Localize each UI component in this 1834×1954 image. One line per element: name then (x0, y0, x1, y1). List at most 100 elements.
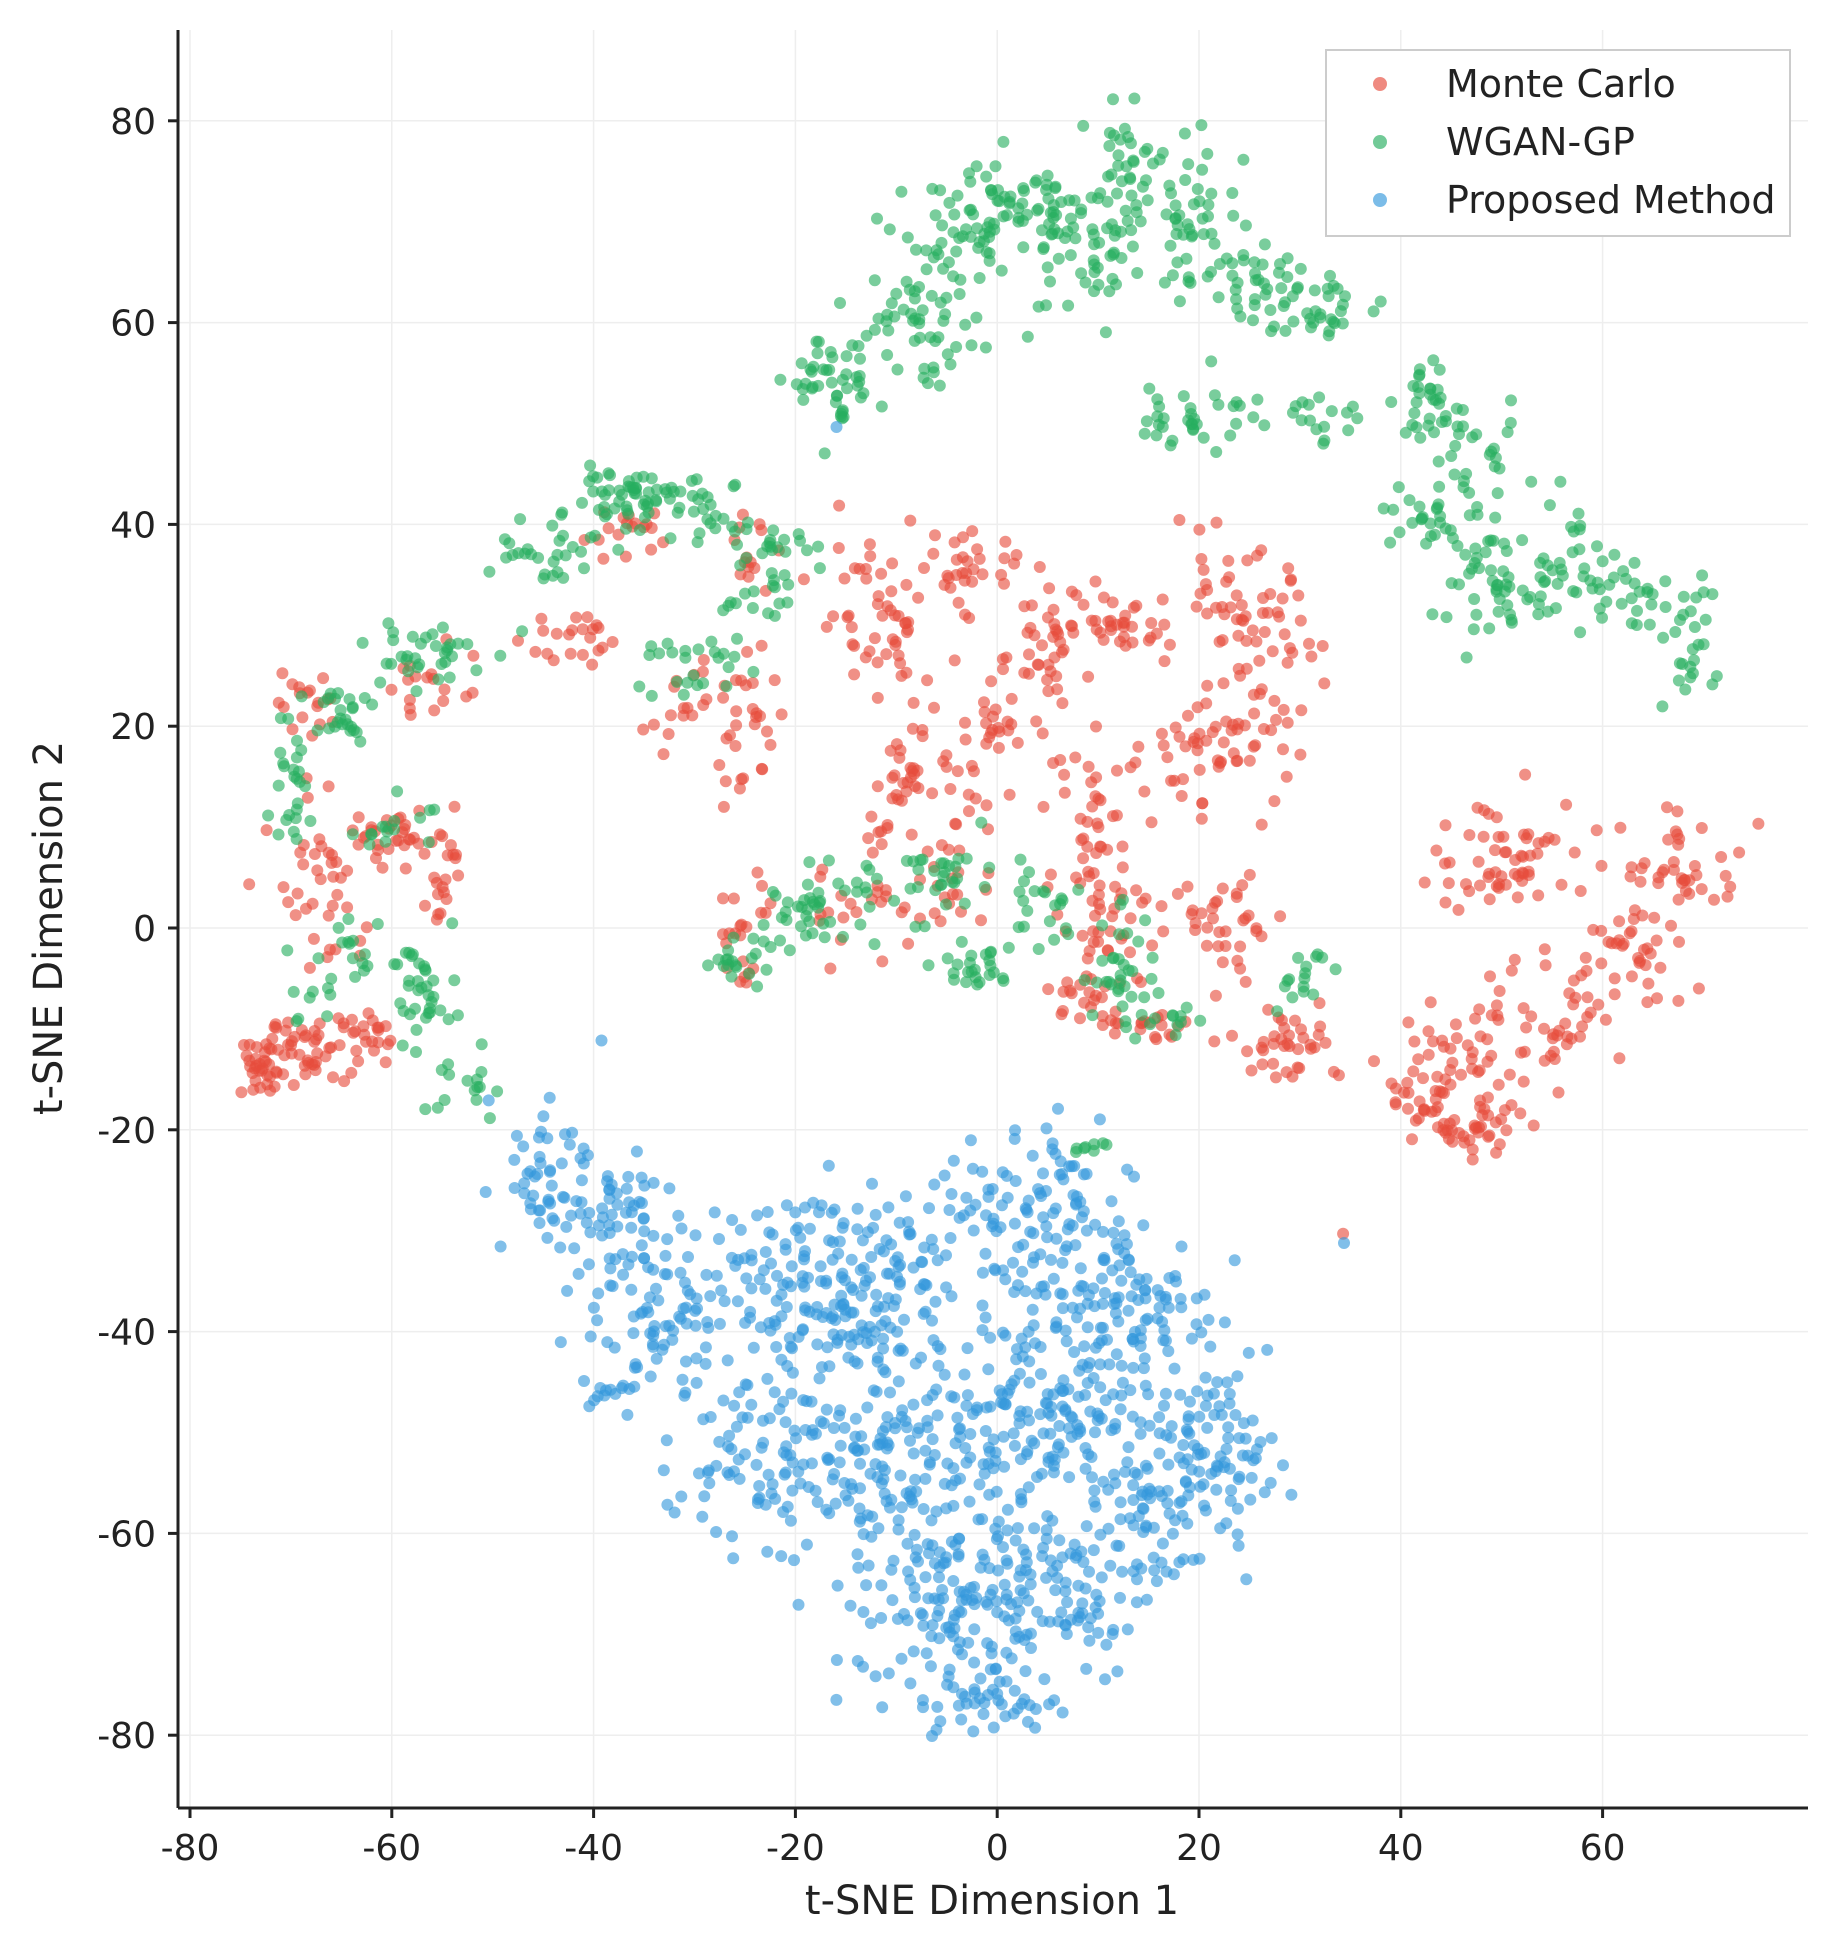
point-proposed-method (979, 1425, 992, 1437)
point-proposed-method (1161, 1484, 1174, 1497)
point-proposed-method (482, 1094, 495, 1107)
point-monte-carlo (438, 683, 451, 696)
point-monte-carlo (717, 892, 729, 905)
point-monte-carlo (1417, 1072, 1429, 1085)
point-proposed-method (1153, 1447, 1166, 1460)
point-monte-carlo (1613, 934, 1626, 947)
point-proposed-method (928, 1178, 941, 1191)
point-monte-carlo (1197, 563, 1210, 576)
point-monte-carlo (547, 654, 560, 667)
point-proposed-method (992, 1694, 1005, 1707)
point-wgan-gp (1174, 1010, 1187, 1023)
point-proposed-method (865, 1334, 878, 1347)
point-monte-carlo (697, 654, 710, 666)
point-wgan-gp (290, 833, 303, 845)
point-wgan-gp (935, 878, 948, 891)
point-proposed-method (836, 1221, 849, 1234)
point-proposed-method (916, 1694, 929, 1707)
point-proposed-method (1044, 1427, 1057, 1440)
point-monte-carlo (1733, 846, 1746, 859)
point-proposed-method (891, 1325, 904, 1338)
point-monte-carlo (1292, 1043, 1305, 1056)
point-monte-carlo (1271, 606, 1284, 619)
point-wgan-gp (891, 363, 904, 376)
point-monte-carlo (1093, 897, 1105, 910)
point-wgan-gp (1427, 393, 1440, 406)
point-wgan-gp (451, 1009, 464, 1022)
point-monte-carlo (1136, 896, 1149, 909)
point-wgan-gp (274, 712, 287, 725)
point-proposed-method (1185, 1463, 1198, 1476)
point-proposed-method (1159, 1290, 1172, 1303)
point-wgan-gp (1453, 428, 1465, 441)
point-proposed-method (1026, 1303, 1039, 1316)
point-proposed-method (1034, 1368, 1047, 1380)
point-monte-carlo (1665, 919, 1677, 932)
point-monte-carlo (697, 699, 710, 711)
point-proposed-method (1000, 1169, 1013, 1182)
point-wgan-gp (602, 467, 615, 480)
point-proposed-method (781, 1500, 794, 1513)
point-proposed-method (923, 1202, 935, 1215)
point-wgan-gp (1446, 532, 1459, 545)
point-monte-carlo (1161, 751, 1174, 764)
point-monte-carlo (888, 769, 901, 782)
point-monte-carlo (447, 848, 460, 861)
point-proposed-method (1045, 1253, 1057, 1266)
point-proposed-method (1204, 1340, 1217, 1353)
point-proposed-method (561, 1284, 574, 1297)
point-monte-carlo (1560, 798, 1573, 811)
point-wgan-gp (448, 974, 461, 987)
point-wgan-gp (767, 524, 780, 537)
point-monte-carlo (586, 658, 599, 671)
point-wgan-gp (1106, 272, 1119, 285)
point-proposed-method (952, 1532, 965, 1545)
point-proposed-method (1080, 1224, 1093, 1237)
point-wgan-gp (1103, 126, 1116, 139)
point-wgan-gp (612, 543, 625, 556)
point-monte-carlo (929, 529, 941, 542)
point-wgan-gp (702, 959, 715, 972)
point-proposed-method (659, 1249, 672, 1262)
point-proposed-method (919, 1571, 932, 1584)
point-monte-carlo (768, 674, 781, 687)
point-proposed-method (1008, 1684, 1021, 1697)
point-proposed-method (1103, 1358, 1116, 1371)
point-proposed-method (895, 1501, 908, 1514)
point-wgan-gp (639, 511, 651, 524)
point-monte-carlo (900, 666, 913, 679)
point-wgan-gp (1367, 305, 1380, 318)
point-proposed-method (780, 1199, 793, 1212)
point-proposed-method (677, 1302, 690, 1315)
point-monte-carlo (1683, 887, 1696, 900)
point-monte-carlo (1182, 709, 1194, 722)
point-wgan-gp (1112, 149, 1125, 162)
point-wgan-gp (295, 744, 308, 757)
point-wgan-gp (349, 970, 362, 983)
point-monte-carlo (719, 775, 732, 788)
point-wgan-gp (1677, 590, 1690, 603)
point-wgan-gp (555, 508, 568, 521)
point-proposed-method (1038, 1673, 1051, 1686)
point-wgan-gp (728, 650, 741, 663)
point-proposed-method (813, 1372, 826, 1385)
point-proposed-method (689, 1319, 702, 1332)
point-monte-carlo (1524, 849, 1537, 862)
point-wgan-gp (1145, 972, 1158, 985)
point-monte-carlo (742, 570, 755, 583)
point-wgan-gp (1226, 187, 1239, 199)
point-proposed-method (811, 1496, 824, 1508)
point-monte-carlo (1094, 840, 1107, 853)
point-monte-carlo (1266, 645, 1279, 658)
point-wgan-gp (410, 1023, 423, 1036)
point-proposed-method (958, 1368, 971, 1381)
point-proposed-method (1016, 1350, 1029, 1363)
point-wgan-gp (1230, 396, 1243, 409)
point-proposed-method (584, 1226, 597, 1239)
point-wgan-gp (1656, 700, 1669, 713)
point-wgan-gp (559, 549, 572, 562)
point-wgan-gp (346, 828, 359, 841)
y-tick-label: -20 (97, 1111, 156, 1152)
point-proposed-method (1201, 1421, 1214, 1434)
point-wgan-gp (743, 967, 756, 980)
